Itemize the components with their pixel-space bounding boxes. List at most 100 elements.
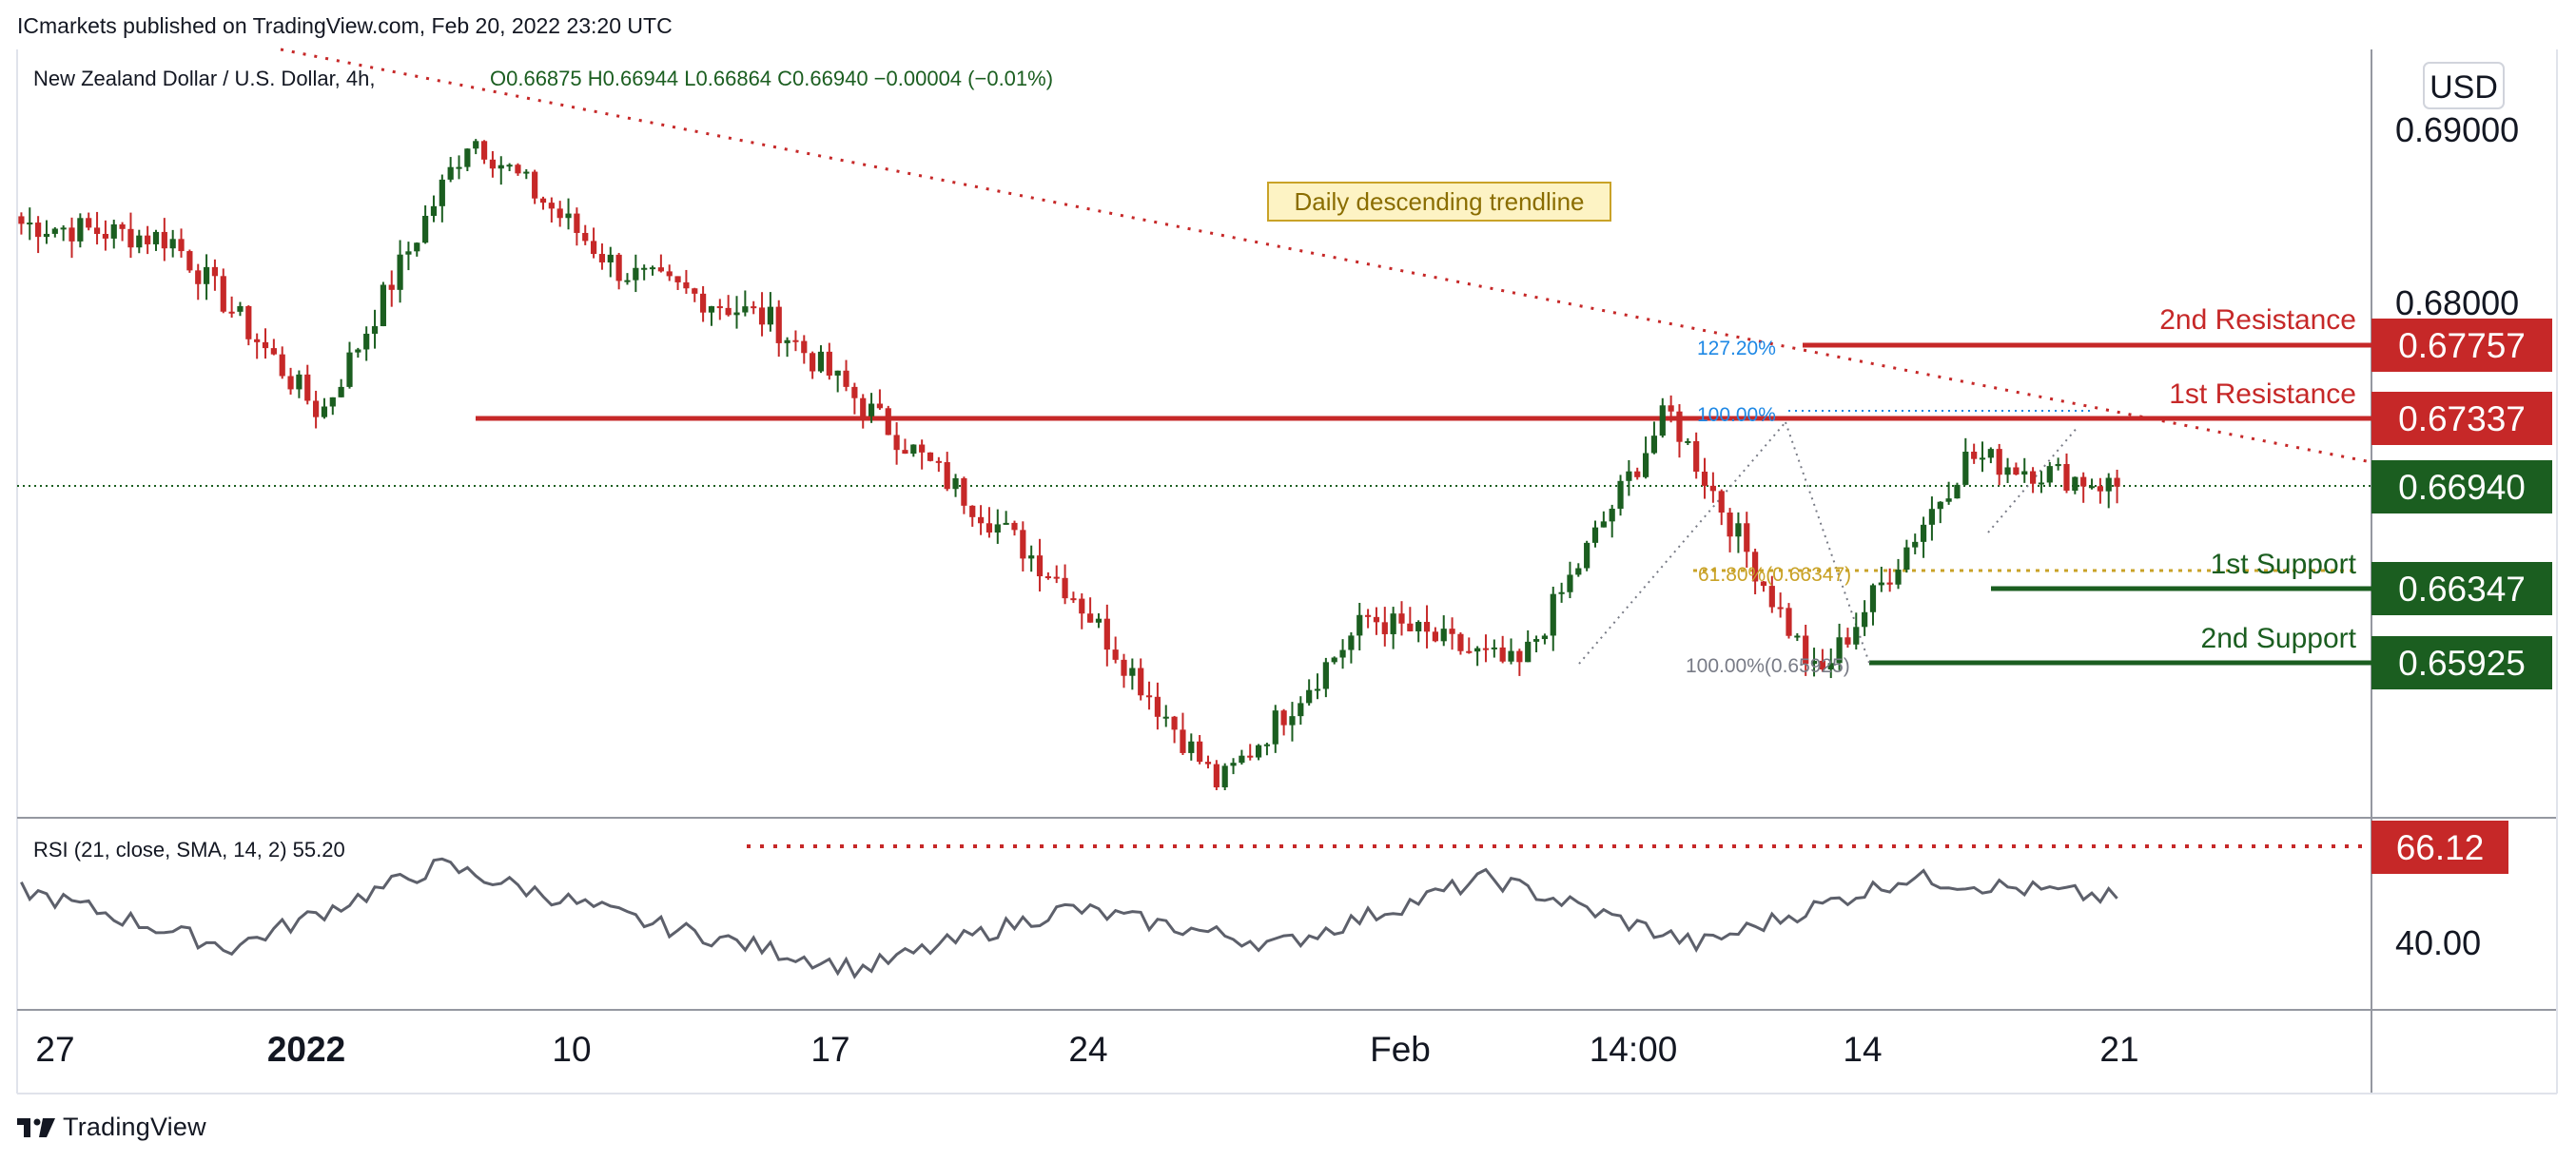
candle bbox=[279, 354, 285, 377]
candle bbox=[262, 341, 269, 349]
candle bbox=[641, 267, 648, 270]
candle bbox=[60, 227, 67, 230]
candle bbox=[1600, 521, 1607, 528]
candle bbox=[1263, 744, 1271, 746]
publisher-line: ICmarkets published on TradingView.com, … bbox=[17, 13, 673, 38]
symbol-title: New Zealand Dollar / U.S. Dollar, 4h, bbox=[33, 67, 376, 90]
candle bbox=[304, 374, 311, 401]
rsi-tick-40: 40.00 bbox=[2395, 923, 2481, 962]
candle bbox=[1449, 629, 1455, 634]
fib-label-100-top: 100.00% bbox=[1697, 404, 1776, 426]
candle bbox=[1844, 637, 1851, 645]
candle bbox=[211, 266, 219, 277]
candle bbox=[1591, 527, 1599, 543]
candle bbox=[1869, 585, 1877, 612]
candle bbox=[1171, 716, 1178, 730]
resistance-2-label: 2nd Resistance bbox=[2159, 304, 2356, 336]
candle bbox=[775, 306, 782, 343]
candle bbox=[885, 408, 891, 436]
candle bbox=[1466, 650, 1473, 653]
candle bbox=[1650, 436, 1658, 454]
candle bbox=[237, 305, 244, 312]
candle bbox=[1768, 586, 1775, 608]
fib-label-618: 61.80%(0.66347) bbox=[1698, 564, 1851, 586]
candle bbox=[1752, 552, 1759, 582]
candle bbox=[843, 370, 849, 387]
candle bbox=[2055, 464, 2061, 467]
candle bbox=[1525, 641, 1532, 663]
candle bbox=[329, 397, 336, 407]
candle bbox=[313, 400, 320, 417]
candle bbox=[473, 141, 479, 149]
candle bbox=[1390, 613, 1396, 634]
svg-text:USD: USD bbox=[2430, 69, 2498, 106]
candle bbox=[784, 339, 790, 343]
candle bbox=[986, 523, 993, 533]
candle bbox=[1945, 498, 1952, 502]
candle bbox=[1020, 530, 1026, 559]
candle bbox=[2088, 486, 2096, 489]
candle bbox=[1079, 598, 1085, 614]
candle bbox=[1095, 618, 1103, 623]
candle bbox=[1289, 716, 1296, 726]
candle bbox=[1567, 574, 1573, 592]
svg-text:Daily descending trendline: Daily descending trendline bbox=[1295, 187, 1585, 216]
candle bbox=[548, 203, 555, 209]
candle bbox=[919, 444, 926, 453]
candle bbox=[127, 228, 134, 248]
resistance-1-label: 1st Resistance bbox=[2169, 378, 2356, 410]
candle bbox=[1373, 616, 1380, 623]
fib-label-127: 127.20% bbox=[1697, 338, 1776, 359]
candle bbox=[624, 280, 631, 282]
candle bbox=[1777, 607, 1784, 610]
candle bbox=[2072, 476, 2078, 491]
svg-text:0.67337: 0.67337 bbox=[2398, 399, 2526, 438]
candle bbox=[515, 165, 521, 174]
tradingview-logo[interactable]: TradingView bbox=[17, 1113, 206, 1142]
candle bbox=[145, 235, 151, 244]
candle bbox=[683, 281, 690, 289]
time-label-2022: 2022 bbox=[267, 1030, 345, 1069]
candle bbox=[1087, 613, 1094, 623]
candle bbox=[969, 505, 976, 517]
candle bbox=[1230, 763, 1237, 766]
candle bbox=[447, 166, 454, 180]
trendline-annotation[interactable]: Daily descending trendline bbox=[1267, 182, 1611, 222]
candle bbox=[1718, 491, 1725, 513]
candle bbox=[456, 166, 462, 169]
candle bbox=[1280, 710, 1287, 726]
candle bbox=[1348, 635, 1355, 650]
tradingview-logo-icon bbox=[17, 1117, 55, 1137]
candle bbox=[186, 251, 193, 271]
candle bbox=[532, 171, 538, 199]
candle bbox=[1937, 501, 1943, 510]
candle bbox=[1298, 703, 1304, 717]
currency-button[interactable]: USD bbox=[2423, 62, 2505, 109]
candle bbox=[860, 397, 867, 416]
candle bbox=[371, 326, 379, 334]
descending-trendline[interactable] bbox=[280, 48, 2372, 464]
candle bbox=[574, 213, 580, 233]
candle bbox=[178, 239, 185, 252]
candle bbox=[1827, 663, 1834, 670]
candle bbox=[1070, 598, 1077, 601]
candle bbox=[1803, 635, 1809, 665]
candle bbox=[422, 215, 429, 243]
candle bbox=[666, 271, 673, 277]
candle bbox=[1962, 452, 1969, 485]
candle bbox=[893, 435, 900, 451]
candle bbox=[93, 227, 101, 234]
candle bbox=[430, 205, 438, 216]
candle bbox=[1928, 509, 1936, 525]
candle bbox=[2029, 471, 2037, 484]
candle bbox=[1709, 485, 1716, 492]
candle bbox=[2013, 467, 2020, 475]
candle bbox=[1987, 449, 1994, 458]
candle bbox=[1474, 648, 1481, 652]
candle bbox=[1213, 764, 1220, 787]
candle bbox=[439, 179, 445, 206]
candle bbox=[1188, 741, 1195, 753]
candle bbox=[86, 218, 92, 228]
price-box-r1: 0.67337 bbox=[2371, 392, 2552, 445]
candle bbox=[195, 270, 202, 284]
